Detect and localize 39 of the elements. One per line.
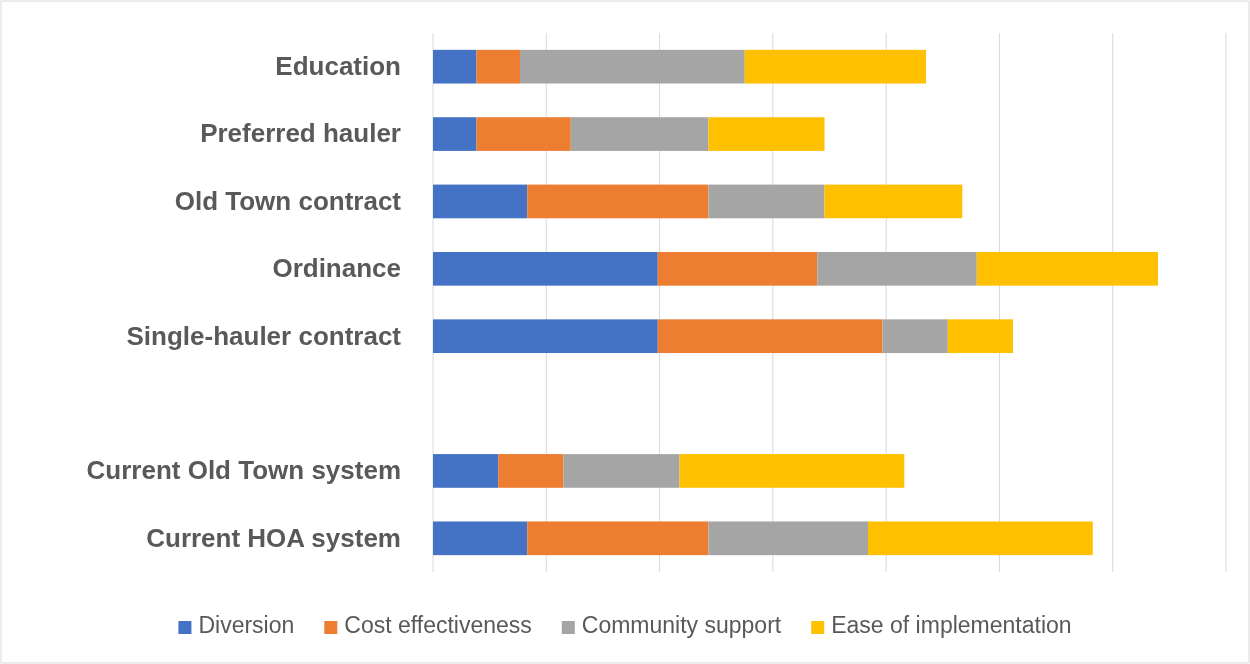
bar <box>657 251 818 286</box>
bar <box>433 521 528 556</box>
bar <box>498 454 564 488</box>
bar <box>433 117 477 151</box>
bar <box>563 454 680 488</box>
bar <box>433 319 658 354</box>
bar <box>824 184 963 219</box>
bar <box>476 49 520 84</box>
bar <box>708 117 825 151</box>
y-tick-label: Current Old Town system <box>86 455 401 486</box>
bar <box>520 49 745 84</box>
legend-label: Cost effectiveness <box>344 612 532 638</box>
y-tick-label: Old Town contract <box>174 185 402 216</box>
bar <box>708 521 869 556</box>
bar <box>433 49 477 84</box>
bar <box>527 521 709 556</box>
y-tick-label: Preferred hauler <box>200 118 401 149</box>
legend-label: Diversion <box>198 612 295 638</box>
bar <box>817 251 977 286</box>
bar <box>433 184 528 219</box>
y-tick-label: Education <box>275 51 401 82</box>
bar <box>868 521 1093 556</box>
bar <box>679 454 905 488</box>
legend-label: Community support <box>581 612 782 638</box>
legend-label: Ease of implementation <box>831 612 1072 638</box>
bar <box>433 454 499 488</box>
bar <box>527 184 709 219</box>
y-tick-label: Single-hauler contract <box>126 320 402 351</box>
bar <box>657 319 883 354</box>
y-tick-label: Current HOA system <box>146 522 401 553</box>
bar <box>976 251 1159 286</box>
bar <box>570 117 709 151</box>
bar <box>708 184 825 219</box>
y-tick-label: Ordinance <box>272 253 401 284</box>
bar <box>744 49 927 84</box>
bar <box>882 319 948 354</box>
bar <box>947 319 1014 354</box>
bar <box>476 117 571 151</box>
bar <box>433 251 658 286</box>
